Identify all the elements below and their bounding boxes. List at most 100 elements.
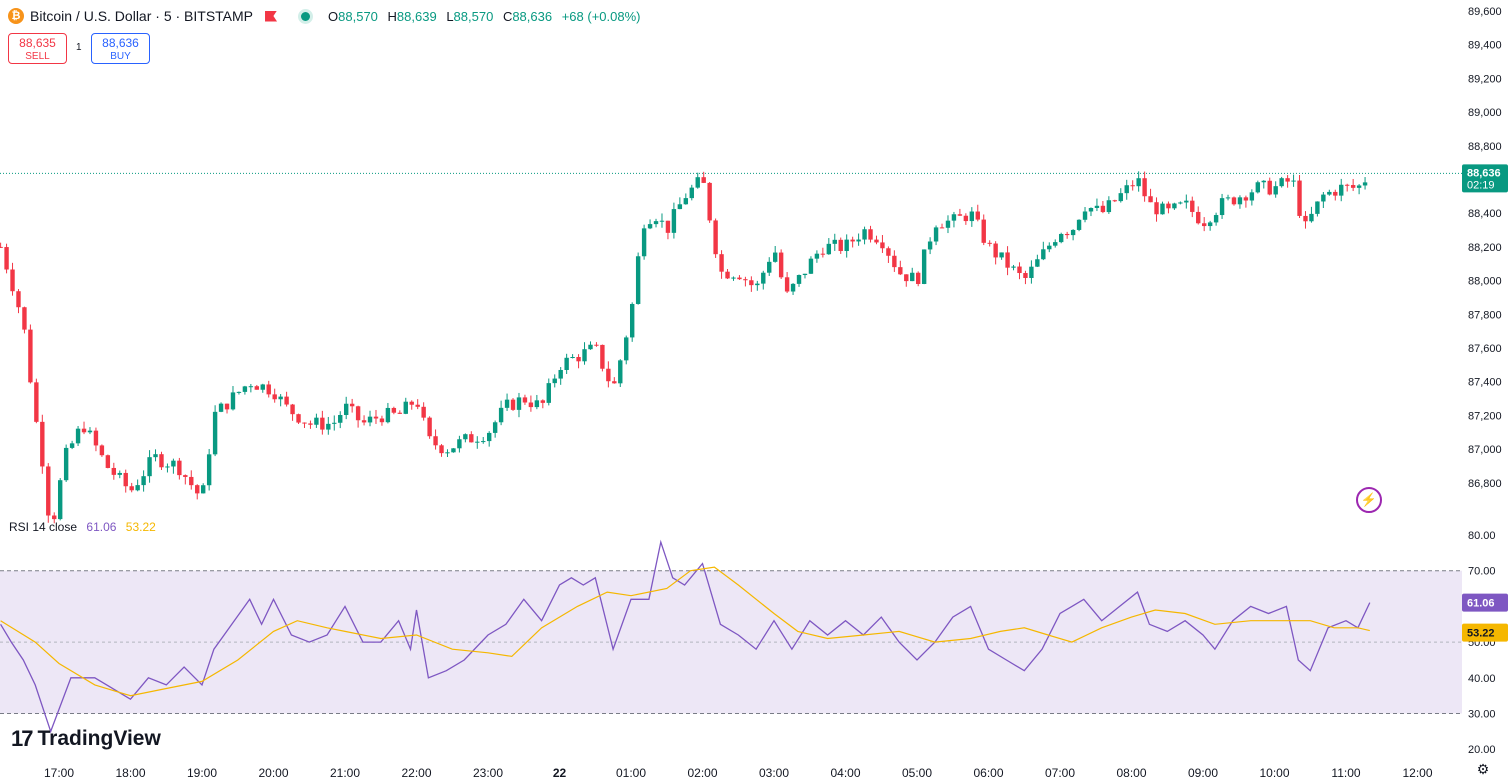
price-axis-tick: 89,600 [1468, 6, 1502, 18]
candle-up [87, 430, 93, 433]
candle-down [612, 381, 617, 384]
candle-down [1130, 185, 1135, 187]
candle-up [278, 396, 283, 400]
market-open-dot-icon [301, 11, 311, 21]
rsi-legend[interactable]: RSI 14 close 61.06 53.22 [9, 520, 156, 534]
candle-up [1106, 200, 1112, 213]
candle-up [945, 220, 951, 228]
candle-down [290, 404, 295, 415]
candle-down [1285, 178, 1290, 182]
candle-up [1291, 180, 1296, 182]
candle-down [105, 455, 111, 468]
candle-down [379, 418, 385, 423]
candle-up [624, 337, 629, 361]
candle-down [224, 403, 230, 410]
candle-down [1201, 223, 1207, 227]
low-label: L [446, 8, 454, 24]
candle-up [629, 303, 635, 338]
candle-down [1344, 184, 1350, 186]
candle-up [552, 378, 557, 384]
candle-down [111, 467, 117, 475]
candle-up [659, 220, 665, 222]
candle-up [260, 384, 265, 390]
candle-up [1249, 192, 1255, 201]
candle-up [200, 485, 206, 494]
candle-down [308, 423, 313, 425]
rsi-legend-label: RSI 14 close [9, 520, 78, 534]
candle-up [498, 407, 504, 423]
candle-down [355, 406, 361, 421]
close-value: 88,636 [512, 8, 553, 24]
candle-down [1100, 205, 1106, 213]
lightning-icon[interactable]: ⚡ [1356, 487, 1382, 513]
candle-down [373, 416, 379, 419]
price-axis-tick: 87,400 [1468, 377, 1502, 389]
candle-up [385, 407, 391, 423]
time-axis-tick: 03:00 [759, 766, 789, 780]
sell-label: SELL [25, 51, 50, 62]
candle-down [195, 485, 200, 494]
candle-down [421, 406, 426, 418]
candle-up [767, 261, 772, 273]
candle-up [481, 441, 486, 443]
sell-button[interactable]: 88,635 SELL [8, 33, 67, 64]
symbol-header[interactable]: ₿ Bitcoin / U.S. Dollar · 5 · BITSTAMP O… [8, 6, 641, 26]
candle-up [332, 422, 337, 424]
gear-icon[interactable]: ⚙ [1476, 761, 1490, 777]
candle-up [1321, 194, 1326, 202]
candle-down [1303, 215, 1308, 222]
candle-up [731, 277, 736, 279]
candle-up [1315, 201, 1320, 214]
candle-down [725, 271, 730, 279]
candle-down [743, 279, 748, 281]
symbol-title[interactable]: Bitcoin / U.S. Dollar · 5 · BITSTAMP [30, 8, 254, 24]
candle-up [951, 214, 957, 221]
candle-down [284, 396, 289, 405]
candle-down [904, 274, 909, 282]
candle-up [1094, 205, 1100, 208]
candle-down [850, 239, 855, 242]
candle-up [141, 476, 146, 486]
candle-down [1190, 200, 1195, 212]
candle-up [486, 432, 492, 442]
candle-up [516, 397, 522, 410]
candle-up [635, 256, 641, 304]
candle-down [898, 267, 903, 275]
candle-up [147, 457, 152, 477]
candle-down [302, 422, 307, 424]
buy-button[interactable]: 88,636 BUY [91, 33, 150, 64]
time-axis-tick: 20:00 [258, 766, 288, 780]
candle-down [99, 445, 105, 456]
candle-up [570, 357, 575, 359]
candle-up [206, 454, 212, 486]
tradingview-logo-text: TradingView [37, 727, 161, 750]
candle-down [707, 182, 712, 221]
candle-up [1160, 203, 1165, 215]
candle-up [802, 273, 808, 276]
candle-up [475, 441, 480, 443]
candle-down [10, 269, 15, 292]
candle-down [606, 368, 611, 382]
order-quantity[interactable]: 1 [76, 42, 82, 53]
candle-up [445, 452, 450, 454]
rsi-axis-tick: 70.00 [1468, 566, 1496, 578]
open-label: O [328, 8, 339, 24]
candle-down [189, 476, 194, 486]
close-label: C [502, 8, 513, 24]
candle-down [778, 252, 784, 278]
candle-up [1058, 233, 1064, 243]
flag-icon[interactable] [265, 10, 278, 22]
rsi-line [0, 539, 1371, 734]
candle-up [1118, 193, 1123, 202]
candle-down [987, 242, 992, 244]
candle-up [653, 221, 659, 225]
candle-down [123, 472, 128, 487]
candle-up [814, 253, 820, 259]
price-axis-tick: 87,600 [1468, 343, 1502, 355]
tradingview-logo[interactable]: 17 TradingView [11, 726, 161, 752]
time-axis-tick: 17:00 [44, 766, 74, 780]
time-axis-tick: 12:00 [1402, 766, 1432, 780]
candle-down [1166, 203, 1171, 209]
candle-up [1136, 178, 1141, 187]
